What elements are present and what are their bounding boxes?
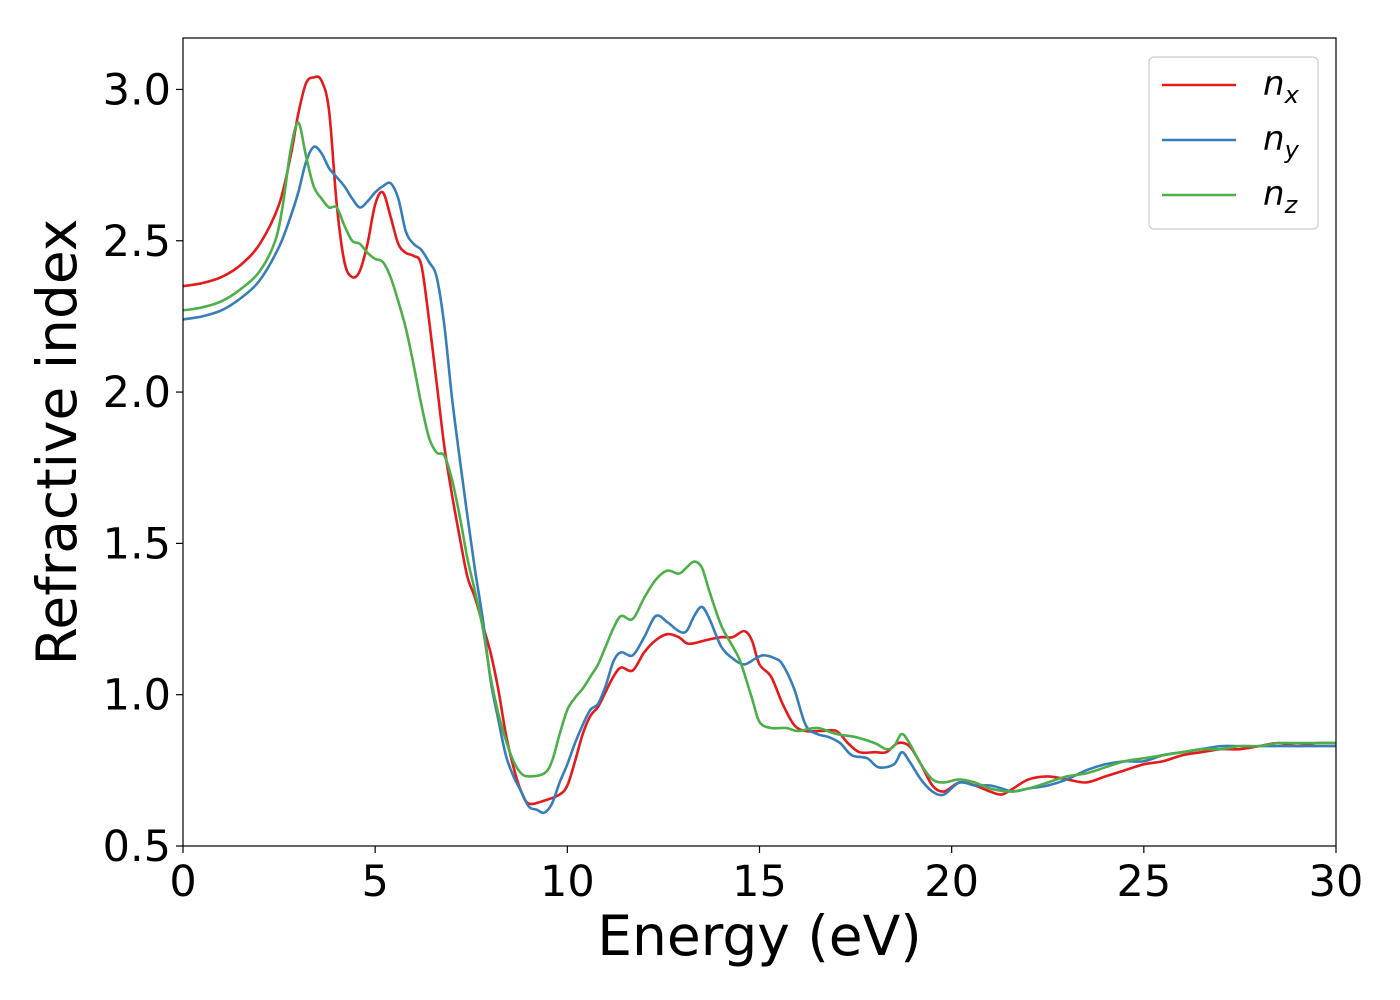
x-tick-label: 0 — [169, 857, 196, 907]
y-tick-label: 1.5 — [103, 519, 171, 569]
axis-ticks: 0 5 10 15 20 25 30 0.5 1.0 1.5 2.0 2.5 3.0 — [103, 65, 1364, 907]
x-tick-label: 30 — [1309, 857, 1364, 907]
y-axis-title: Refractive index — [25, 219, 89, 666]
y-tick-label: 2.5 — [103, 217, 171, 267]
x-tick-label: 10 — [540, 857, 595, 907]
x-tick-label: 5 — [361, 857, 388, 907]
x-axis-title: Energy (eV) — [597, 904, 921, 968]
y-tick-label: 2.0 — [103, 368, 171, 418]
series-line-nz — [183, 121, 1336, 793]
y-tick-label: 0.5 — [103, 822, 171, 872]
y-tick-label: 3.0 — [103, 65, 171, 115]
x-tick-label: 25 — [1116, 857, 1171, 907]
x-tick-label: 15 — [732, 857, 787, 907]
series-layer — [183, 75, 1336, 815]
y-tick-label: 1.0 — [103, 671, 171, 721]
legend-box — [1148, 56, 1319, 230]
series-line-nx — [183, 75, 1336, 806]
x-tick-label: 20 — [924, 857, 979, 907]
